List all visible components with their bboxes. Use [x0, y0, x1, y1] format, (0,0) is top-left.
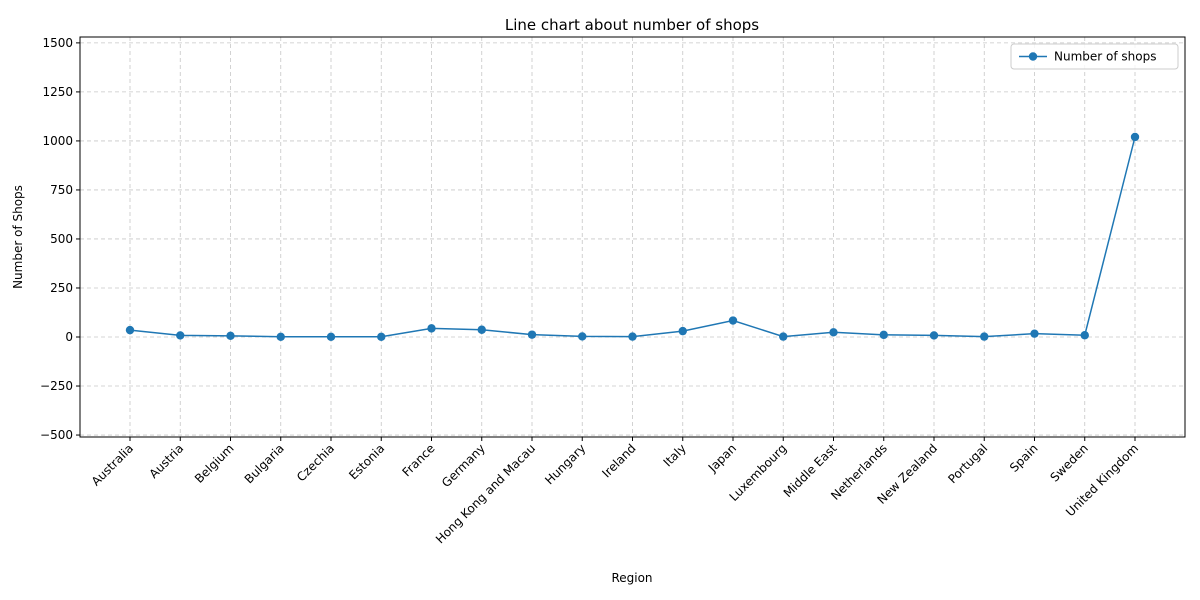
y-tick-label: 1250 — [42, 85, 73, 99]
data-point — [779, 332, 788, 341]
data-point — [377, 332, 386, 342]
y-tick-label: 1500 — [42, 36, 73, 50]
axis-ticks: −500 −250 0 250 500 750 1000 1250 1500 Australia A… — [40, 36, 1141, 546]
x-tick-label: Portugal — [945, 441, 990, 486]
x-tick-label: Austria — [146, 441, 186, 481]
x-tick-label: Ireland — [599, 441, 638, 480]
y-tick-label: −250 — [40, 379, 73, 393]
x-tick-label: France — [400, 441, 438, 479]
chart-title: Line chart about number of shops — [505, 16, 759, 34]
data-point — [176, 331, 185, 340]
data-point — [527, 330, 537, 339]
data-point — [326, 332, 336, 342]
legend: Number of shops — [1010, 43, 1179, 70]
data-point — [477, 325, 486, 334]
x-axis-label: Region — [611, 571, 652, 585]
plot-frame — [79, 36, 1186, 438]
x-tick-label: Germany — [439, 441, 488, 490]
y-tick-label: 250 — [50, 281, 73, 295]
data-point — [980, 332, 989, 341]
data-point — [1130, 132, 1140, 142]
x-tick-label: Bulgaria — [242, 441, 287, 486]
y-axis-label: Number of Shops — [11, 185, 25, 289]
data-point — [427, 324, 436, 333]
y-tick-label: 0 — [65, 330, 73, 344]
legend-box — [1010, 43, 1179, 70]
y-tick-label: 750 — [50, 183, 73, 197]
series-layer — [125, 132, 1140, 342]
legend-label: Number of shops — [1054, 50, 1156, 64]
data-point — [226, 331, 235, 341]
x-tick-label: Sweden — [1047, 441, 1090, 484]
x-tick-label: Japan — [705, 441, 739, 475]
y-tick-label: 1000 — [42, 134, 73, 148]
x-tick-label: Czechia — [294, 441, 337, 484]
x-tick-label: Australia — [89, 441, 136, 488]
y-tick-label: −500 — [40, 428, 73, 442]
data-point — [276, 332, 285, 342]
data-point — [829, 328, 838, 337]
data-point — [125, 325, 135, 335]
data-point — [929, 331, 939, 340]
x-tick-label: Hong Kong and Macau — [433, 441, 538, 546]
x-tick-label: Italy — [661, 441, 689, 469]
y-tick-label: 500 — [50, 232, 73, 246]
x-tick-label: Hungary — [542, 441, 588, 487]
data-point — [879, 330, 888, 340]
x-tick-label: Spain — [1007, 441, 1041, 475]
legend-marker — [1028, 52, 1038, 61]
grid-lines — [80, 37, 1185, 437]
data-point — [1080, 331, 1089, 340]
x-tick-label: Belgium — [192, 441, 237, 486]
data-point — [728, 316, 738, 325]
data-point — [1030, 329, 1039, 338]
data-point — [578, 332, 587, 341]
x-tick-label: Estonia — [346, 441, 387, 482]
data-point — [628, 332, 637, 341]
data-point — [678, 326, 687, 336]
